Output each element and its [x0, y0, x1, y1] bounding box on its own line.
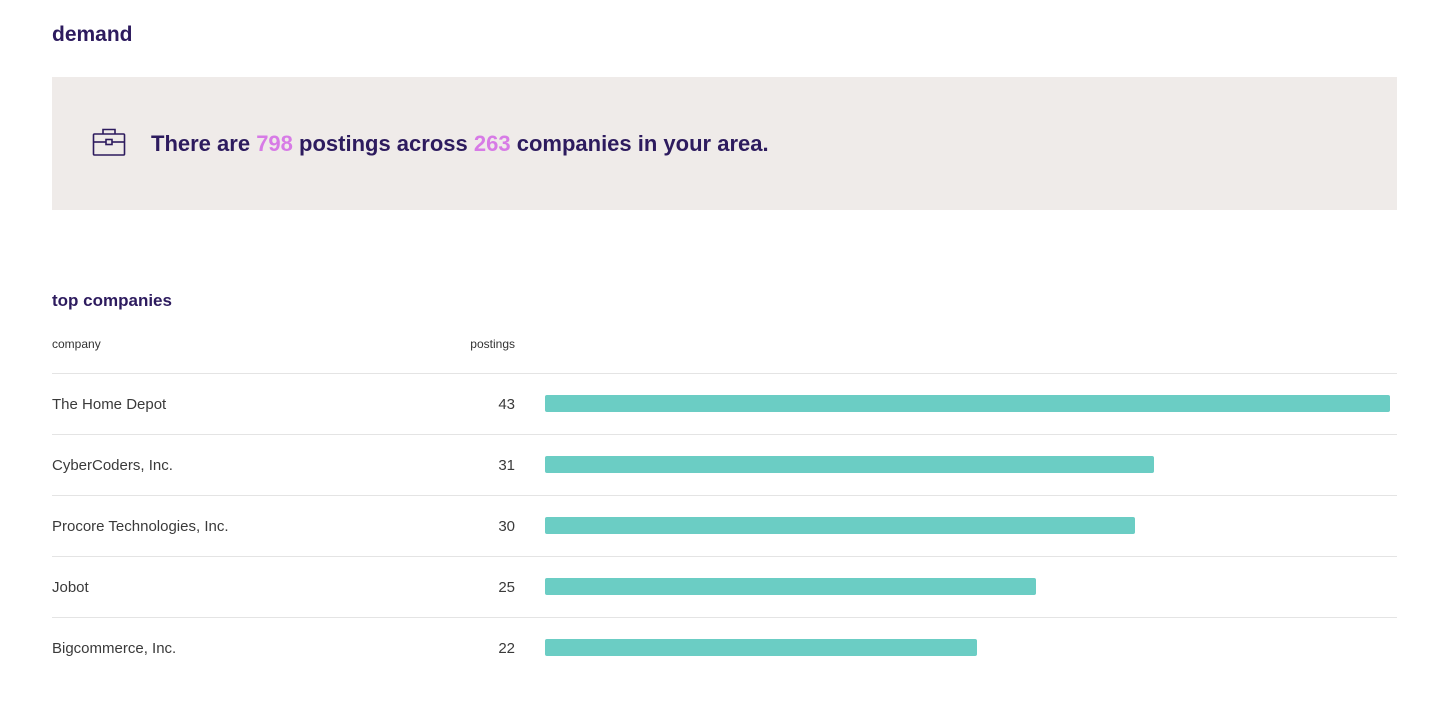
table-row: Procore Technologies, Inc. 30	[52, 495, 1397, 556]
demand-summary-banner: There are 798 postings across 263 compan…	[52, 77, 1397, 210]
summary-prefix: There are	[151, 131, 251, 156]
table-row: Bigcommerce, Inc. 22	[52, 617, 1397, 678]
top-companies-title: top companies	[52, 291, 172, 310]
summary-text: There are 798 postings across 263 compan…	[151, 130, 769, 158]
postings-count-cell: 43	[498, 396, 515, 413]
top-companies-table: The Home Depot 43 CyberCoders, Inc. 31 Proco…	[52, 373, 1397, 678]
postings-count-cell: 22	[498, 640, 515, 657]
summary-suffix: companies in your area.	[516, 131, 769, 156]
postings-count: 798	[256, 131, 293, 156]
company-name: CyberCoders, Inc.	[52, 457, 173, 474]
table-row: The Home Depot 43	[52, 373, 1397, 434]
postings-bar	[545, 395, 1390, 412]
company-name: Bigcommerce, Inc.	[52, 640, 177, 657]
briefcase-icon	[92, 128, 126, 156]
section-title: demand	[52, 23, 133, 46]
postings-bar-track	[545, 517, 1390, 534]
postings-bar	[545, 578, 1036, 595]
postings-bar-track	[545, 395, 1390, 412]
company-name: Jobot	[52, 579, 89, 596]
column-header-company: company	[52, 337, 101, 351]
postings-bar-track	[545, 639, 1390, 656]
postings-bar	[545, 517, 1135, 534]
postings-count-cell: 25	[498, 579, 515, 596]
company-name: Procore Technologies, Inc.	[52, 518, 229, 535]
postings-bar	[545, 639, 977, 656]
postings-bar	[545, 456, 1154, 473]
summary-middle: postings across	[299, 131, 468, 156]
table-row: Jobot 25	[52, 556, 1397, 617]
postings-bar-track	[545, 578, 1390, 595]
company-name: The Home Depot	[52, 396, 167, 413]
postings-count-cell: 31	[498, 457, 515, 474]
column-header-postings: postings	[470, 337, 515, 351]
postings-count-cell: 30	[498, 518, 515, 535]
postings-bar-track	[545, 456, 1390, 473]
companies-count: 263	[473, 131, 511, 156]
table-row: CyberCoders, Inc. 31	[52, 434, 1397, 495]
